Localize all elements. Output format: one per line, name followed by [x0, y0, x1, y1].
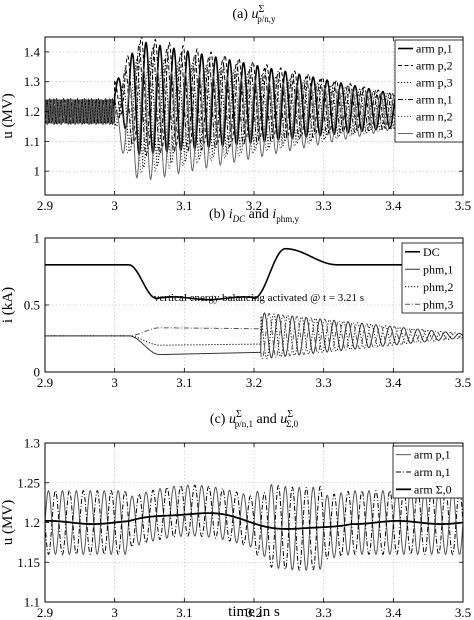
panel-title: (c) uΣ p/n,1 and uΣ Σ,0 — [210, 409, 299, 429]
panel-b: (b) iDC and iphm,y vertical energy balanc… — [0, 207, 471, 390]
x-tick-label: 3.4 — [385, 198, 402, 213]
y-axis-label: i (kA) — [0, 287, 16, 323]
panel-c: (c) uΣ p/n,1 and uΣ Σ,0 2.9 3 3.1 3.2 3.3 3.4 3.5… — [0, 409, 471, 620]
series-line-arm-n-1 — [45, 43, 463, 157]
legend-entry: arm n,3 — [416, 127, 453, 141]
legend-entry: arm p,1 — [416, 42, 453, 56]
annotation-label: vertical energy balancing activated @ t … — [154, 292, 364, 304]
series-line-phm-2 — [45, 313, 463, 359]
series-line-arm-0 — [45, 512, 463, 530]
series-line-arm-p-2 — [45, 37, 463, 150]
panel-a: (a) uΣ p/n,y 2.9 3 3.1 3.2 3.3 3.4 3.5 1 1.1 1.2 1.3… — [0, 4, 471, 213]
y-tick-label: 1.1 — [24, 595, 40, 610]
x-tick-label: 3.2 — [246, 605, 262, 620]
x-tick-label: 3.1 — [176, 198, 192, 213]
x-tick-label: 3 — [111, 375, 118, 390]
series-line-arm-n-2 — [45, 60, 463, 175]
x-tick-label: 3.2 — [246, 375, 262, 390]
x-tick-label: 3 — [111, 605, 118, 620]
x-tick-label: 3 — [111, 198, 118, 213]
series-line-arm-n-3 — [45, 68, 463, 181]
x-tick-label: 3.2 — [246, 198, 262, 213]
y-tick-label: 1 — [34, 231, 41, 246]
x-tick-label: 3.1 — [176, 375, 192, 390]
y-tick-label: 0.5 — [24, 298, 40, 313]
legend-entry: arm p,2 — [416, 59, 453, 73]
x-tick-label: 2.9 — [37, 375, 53, 390]
x-axis-label: time in s — [228, 604, 280, 620]
x-tick-label: 3.3 — [316, 375, 332, 390]
x-tick-label: 3.5 — [455, 605, 471, 620]
y-tick-label: 1.2 — [24, 515, 40, 530]
y-tick-label: 1.1 — [24, 134, 40, 149]
series-line-DC — [45, 247, 463, 301]
series-group — [45, 37, 463, 181]
legend: arm p,1 arm p,2 arm p,3 arm n,1 arm n,2 arm n… — [394, 39, 464, 143]
panel-title: (b) iDC and iphm,y — [209, 207, 300, 224]
legend: arm p,1 arm n,1 arm Σ,0 — [392, 445, 464, 499]
y-tick-label: 1.15 — [17, 555, 40, 570]
legend-entry: phm,2 — [423, 280, 453, 294]
legend-entry: arm n,1 — [414, 465, 451, 479]
legend-box — [394, 39, 464, 143]
y-tick-label: 1.25 — [17, 475, 40, 490]
legend-entry: arm p,3 — [416, 76, 453, 90]
x-tick-label: 2.9 — [37, 198, 53, 213]
grid — [44, 237, 464, 373]
y-axis-label: u (MV) — [0, 93, 16, 138]
legend-entry: phm,1 — [423, 262, 453, 276]
y-axis-label: u (MV) — [0, 500, 16, 545]
x-tick-label: 3.1 — [176, 605, 192, 620]
legend: DC phm,1 phm,2 phm,3 — [401, 242, 464, 314]
legend-entry: arm p,1 — [414, 448, 451, 462]
x-tick-label: 3.3 — [316, 605, 332, 620]
x-tick-label: 3.5 — [455, 198, 471, 213]
y-tick-label: 1.3 — [24, 74, 40, 89]
x-tick-label: 2.9 — [37, 605, 53, 620]
y-tick-label: 1.2 — [24, 104, 40, 119]
y-tick-label: 1.3 — [24, 436, 40, 451]
series-group — [45, 484, 463, 571]
x-tick-label: 3.4 — [385, 605, 402, 620]
series-line-phm-3 — [45, 312, 463, 360]
legend-entry: arm n,1 — [416, 93, 453, 107]
x-tick-label: 3.3 — [316, 198, 332, 213]
legend-entry: arm Σ,0 — [414, 482, 452, 496]
legend-box — [401, 242, 464, 314]
legend-entry: arm n,2 — [416, 110, 453, 124]
legend-entry: DC — [423, 245, 440, 259]
y-tick-label: 1 — [34, 164, 41, 179]
legend-entry: phm,3 — [423, 297, 453, 311]
x-tick-label: 3.5 — [455, 375, 471, 390]
y-tick-label: 1.4 — [24, 44, 41, 59]
y-tick-label: 0 — [34, 365, 41, 380]
panel-title: (a) uΣ p/n,y — [232, 4, 276, 24]
series-group — [45, 247, 463, 360]
x-tick-label: 3.4 — [385, 375, 402, 390]
series-line-arm-p-3 — [45, 55, 463, 169]
